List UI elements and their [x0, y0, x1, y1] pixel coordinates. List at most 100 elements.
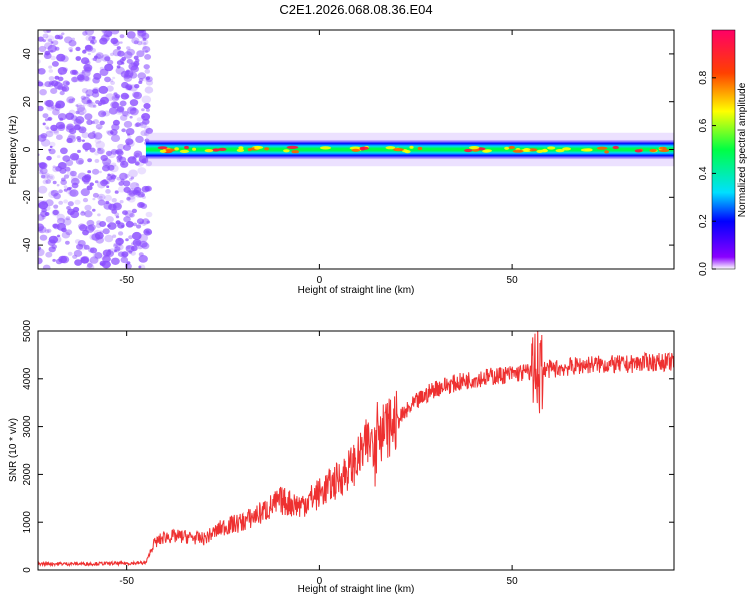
- noise-speck: [123, 51, 133, 59]
- noise-speck: [38, 248, 45, 257]
- signal-band: [145, 139, 674, 160]
- band-hotspots: [157, 145, 670, 154]
- noise-speck: [88, 35, 96, 42]
- noise-speck: [145, 160, 153, 167]
- hotspot: [612, 145, 619, 150]
- noise-speck: [126, 48, 135, 56]
- noise-speck: [129, 213, 135, 218]
- noise-speck: [77, 107, 87, 116]
- noise-speck: [138, 234, 148, 242]
- noise-speck: [125, 221, 134, 228]
- noise-speck: [135, 162, 140, 166]
- hotspot: [634, 149, 643, 153]
- noise-speck: [107, 222, 117, 230]
- noise-speck: [123, 144, 131, 151]
- noise-speck: [119, 41, 123, 44]
- noise-speck: [84, 174, 92, 181]
- noise-speck: [66, 137, 73, 144]
- noise-speck: [137, 30, 145, 34]
- noise-speck: [106, 185, 110, 188]
- hotspot: [351, 148, 361, 152]
- noise-speck: [53, 223, 60, 230]
- hotspot: [555, 149, 565, 153]
- hotspot: [204, 149, 214, 153]
- noise-speck: [133, 91, 143, 100]
- noise-speck: [142, 223, 146, 226]
- noise-speck: [139, 240, 148, 248]
- colorbar-tick-label: 0.0: [698, 262, 709, 276]
- noise-speck: [81, 139, 85, 142]
- noise-speck: [61, 177, 66, 182]
- noise-speck: [52, 128, 59, 134]
- noise-speck: [84, 30, 94, 36]
- y-tick-label: -40: [22, 237, 33, 252]
- hotspot: [596, 146, 608, 150]
- noise-speck: [56, 134, 63, 140]
- noise-speck: [92, 104, 97, 108]
- noise-speck: [144, 54, 152, 60]
- noise-speck: [57, 67, 68, 75]
- noise-speck: [125, 212, 129, 216]
- noise-speck: [78, 223, 86, 230]
- noise-speck: [42, 264, 51, 269]
- noise-speck: [52, 209, 59, 216]
- noise-speck: [129, 177, 133, 181]
- noise-speck: [66, 170, 75, 177]
- noise-speck: [128, 62, 138, 71]
- noise-speck: [38, 68, 46, 75]
- noise-speck: [142, 46, 151, 53]
- noise-speck: [63, 199, 68, 204]
- noise-speck: [140, 130, 148, 137]
- noise-speck: [132, 222, 137, 227]
- noise-speck: [41, 215, 46, 220]
- noise-speck: [81, 210, 85, 214]
- hotspot: [649, 148, 657, 153]
- noise-speck: [87, 158, 92, 163]
- hotspot: [523, 148, 531, 152]
- noise-speck: [42, 179, 49, 185]
- noise-speck: [123, 216, 131, 223]
- noise-speck: [87, 99, 92, 104]
- noise-speck: [112, 119, 120, 126]
- noise-speck: [46, 228, 52, 233]
- noise-speck: [97, 193, 106, 201]
- noise-speck: [113, 242, 118, 247]
- noise-speck: [44, 50, 51, 56]
- noise-speck: [52, 165, 56, 169]
- noise-speck: [80, 95, 87, 101]
- noise-speck: [39, 234, 48, 241]
- noise-speck: [89, 40, 95, 44]
- noise-speck: [123, 186, 131, 193]
- noise-speck: [121, 224, 125, 228]
- noise-speck: [90, 47, 96, 53]
- noise-speck: [142, 195, 146, 199]
- noise-speck: [129, 72, 138, 79]
- noise-speck: [95, 53, 102, 60]
- noise-speck: [120, 92, 129, 100]
- noise-speck: [44, 229, 50, 234]
- noise-speck: [92, 197, 96, 201]
- hotspot: [286, 145, 299, 149]
- noise-speck: [58, 255, 68, 264]
- noise-speck: [98, 195, 103, 199]
- noise-speck: [77, 74, 85, 81]
- noise-speck: [136, 117, 143, 122]
- noise-speck: [57, 234, 61, 238]
- noise-speck: [116, 155, 123, 161]
- noise-speck: [84, 204, 92, 211]
- noise-speck: [98, 85, 109, 94]
- noise-speck: [38, 162, 47, 169]
- noise-speck: [118, 243, 122, 247]
- hotspot: [471, 148, 480, 152]
- noise-speck: [92, 192, 99, 198]
- noise-speck: [82, 197, 89, 203]
- noise-speck: [121, 128, 126, 133]
- noise-speck: [48, 65, 53, 69]
- noise-speck: [50, 41, 54, 44]
- noise-speck: [130, 176, 135, 180]
- noise-speck: [50, 124, 58, 132]
- noise-speck: [45, 130, 54, 138]
- noise-speck: [111, 123, 120, 131]
- noise-speck: [84, 149, 88, 152]
